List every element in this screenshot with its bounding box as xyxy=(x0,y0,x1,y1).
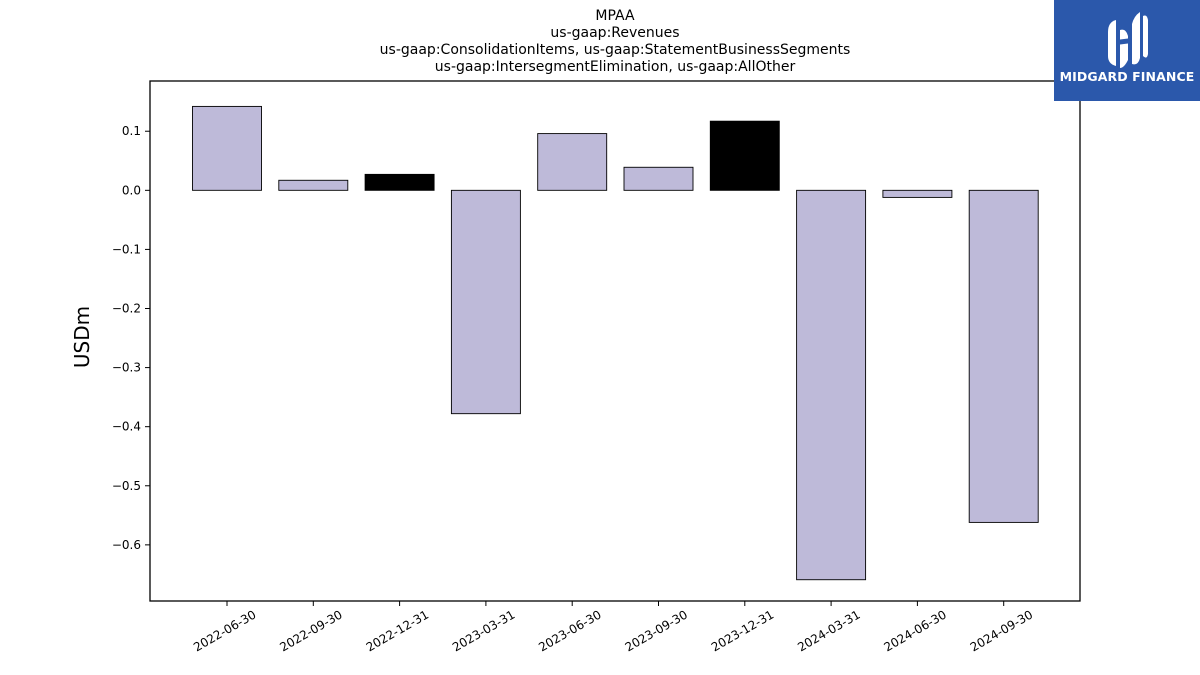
logo-text: MIDGARD FINANCE xyxy=(1059,69,1195,84)
bar-2022-06-30 xyxy=(192,105,262,191)
y-tick-label: −0.3 xyxy=(112,361,141,375)
bar-2022-12-31 xyxy=(364,173,435,191)
title-line: us-gaap:Revenues xyxy=(550,25,679,41)
bar-2024-06-30 xyxy=(882,189,953,198)
y-tick-label: −0.5 xyxy=(112,479,141,493)
x-tick-label: 2024-09-30 xyxy=(968,607,1035,654)
x-tick-label: 2023-09-30 xyxy=(623,607,690,654)
x-tick-label: 2024-03-31 xyxy=(795,607,862,654)
bar-2024-09-30 xyxy=(968,189,1039,523)
bar-2023-09-30 xyxy=(623,166,694,191)
y-tick-label: −0.1 xyxy=(112,242,141,256)
x-tick-label: 2022-12-31 xyxy=(364,607,431,654)
x-tick-label: 2022-06-30 xyxy=(191,607,258,654)
chart-title: MPAAus-gaap:Revenuesus-gaap:Consolidatio… xyxy=(380,8,851,75)
title-line: MPAA xyxy=(595,8,635,24)
bar-2022-09-30 xyxy=(278,179,349,191)
title-line: us-gaap:ConsolidationItems, us-gaap:Stat… xyxy=(380,42,851,58)
title-line: us-gaap:IntersegmentElimination, us-gaap… xyxy=(435,59,796,75)
x-tick-label: 2024-06-30 xyxy=(881,607,948,654)
bar-2023-12-31 xyxy=(709,120,780,191)
midgard-finance-logo: MIDGARD FINANCE xyxy=(1054,0,1200,101)
bar-2023-06-30 xyxy=(537,133,608,191)
y-tick-label: 0.0 xyxy=(122,183,141,197)
bar-2024-03-31 xyxy=(796,189,867,581)
midgard-logo-icon xyxy=(1108,12,1148,69)
plot-frame xyxy=(149,80,1081,602)
x-tick-label: 2023-03-31 xyxy=(450,607,517,654)
y-tick-label: −0.6 xyxy=(112,538,141,552)
x-tick-label: 2022-09-30 xyxy=(277,607,344,654)
bars xyxy=(192,105,1039,581)
y-tick-label: −0.2 xyxy=(112,302,141,316)
x-tick-label: 2023-06-30 xyxy=(536,607,603,654)
y-axis: 0.1 0.0 −0.1 −0.2 −0.3 −0.4 −0.5 −0.6 xyxy=(112,124,150,552)
y-tick-label: −0.4 xyxy=(112,420,141,434)
y-axis-label: USDm xyxy=(70,306,94,368)
bar-2023-03-31 xyxy=(450,189,521,415)
y-tick-label: 0.1 xyxy=(122,124,141,138)
x-tick-label: 2023-12-31 xyxy=(709,607,776,654)
x-axis: 2022-06-30 2022-09-30 2022-12-31 2023-03-31… xyxy=(191,601,1035,654)
